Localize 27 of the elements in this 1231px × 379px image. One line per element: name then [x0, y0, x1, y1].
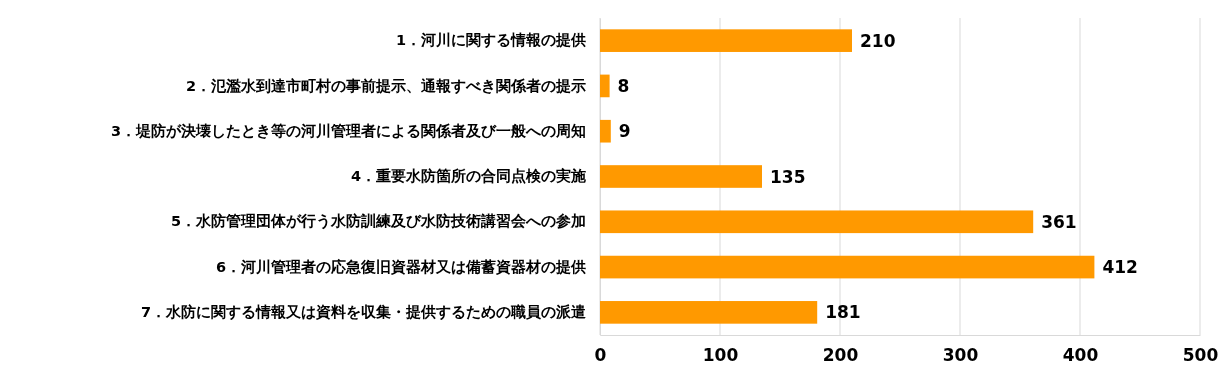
data-label: 412 — [1102, 257, 1138, 278]
x-tick-label: 0 — [594, 345, 607, 366]
y-tick-label: 2．氾濫水到達市町村の事前提示、通報すべき関係者の提示 — [185, 76, 586, 95]
bar — [600, 301, 818, 324]
data-label: 181 — [825, 302, 861, 323]
bar — [600, 210, 1034, 234]
bar — [600, 255, 1095, 279]
y-tick-label: 3．堤防が決壊したとき等の河川管理者による関係者及び一般への周知 — [110, 122, 586, 139]
data-label: 135 — [770, 166, 806, 187]
data-label: 8 — [617, 76, 630, 97]
bar — [600, 74, 610, 98]
x-tick-label: 400 — [1062, 345, 1099, 366]
x-tick-label: 200 — [822, 345, 859, 366]
x-tick-label: 300 — [942, 345, 979, 366]
data-label: 9 — [618, 121, 631, 142]
y-tick-label: 1．河川に関する情報の提供 — [395, 32, 586, 50]
bar — [600, 119, 611, 143]
y-tick-label: 6．河川管理者の応急復旧資器材又は備蓄資器材の提供 — [215, 257, 586, 275]
data-label: 361 — [1041, 211, 1077, 232]
bar — [600, 165, 762, 188]
y-tick-label: 5．水防管理団体が行う水防訓練及び水防技術講習会への参加 — [170, 213, 586, 231]
data-label: 210 — [860, 30, 896, 51]
y-tick-label: 4．重要水防箇所の合同点検の実施 — [350, 167, 587, 185]
bar — [600, 29, 852, 52]
x-tick-label: 100 — [702, 345, 739, 366]
x-tick-label: 500 — [1182, 345, 1219, 366]
y-tick-label: 7．水防に関する情報又は資料を収集・提供するための職員の派遣 — [140, 304, 587, 321]
